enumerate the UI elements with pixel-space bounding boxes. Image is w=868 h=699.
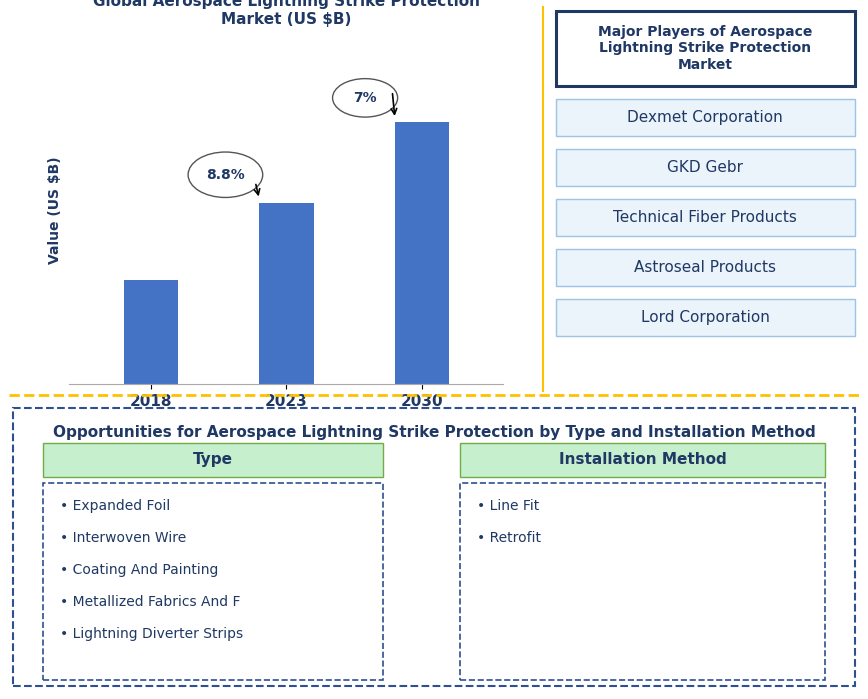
Text: 7%: 7% (353, 91, 377, 105)
FancyBboxPatch shape (459, 483, 825, 680)
FancyBboxPatch shape (556, 10, 855, 86)
FancyBboxPatch shape (43, 483, 383, 680)
Text: Source: Lucintel: Source: Lucintel (370, 440, 496, 454)
Text: • Interwoven Wire: • Interwoven Wire (60, 531, 186, 545)
FancyBboxPatch shape (556, 299, 855, 336)
FancyBboxPatch shape (556, 249, 855, 286)
Text: • Coating And Painting: • Coating And Painting (60, 563, 218, 577)
FancyBboxPatch shape (13, 408, 855, 686)
Text: GKD Gebr: GKD Gebr (667, 160, 743, 175)
Bar (123, 280, 178, 384)
Text: Type: Type (193, 452, 233, 468)
Text: Technical Fiber Products: Technical Fiber Products (614, 210, 797, 225)
FancyBboxPatch shape (556, 199, 855, 236)
Y-axis label: Value (US $B): Value (US $B) (49, 156, 62, 264)
Text: Installation Method: Installation Method (558, 452, 727, 468)
Text: Lord Corporation: Lord Corporation (641, 310, 770, 325)
Text: 8.8%: 8.8% (206, 168, 245, 182)
Text: Astroseal Products: Astroseal Products (635, 260, 776, 275)
Bar (260, 203, 313, 384)
Text: • Retrofit: • Retrofit (477, 531, 541, 545)
Text: Dexmet Corporation: Dexmet Corporation (628, 110, 783, 125)
Text: Opportunities for Aerospace Lightning Strike Protection by Type and Installation: Opportunities for Aerospace Lightning St… (53, 425, 815, 440)
Text: Major Players of Aerospace
Lightning Strike Protection
Market: Major Players of Aerospace Lightning Str… (598, 25, 812, 71)
FancyBboxPatch shape (556, 99, 855, 136)
FancyBboxPatch shape (43, 442, 383, 477)
Title: Global Aerospace Lightning Strike Protection
Market (US $B): Global Aerospace Lightning Strike Protec… (93, 0, 480, 27)
FancyBboxPatch shape (556, 150, 855, 186)
Text: • Line Fit: • Line Fit (477, 499, 539, 513)
Text: • Expanded Foil: • Expanded Foil (60, 499, 170, 513)
FancyBboxPatch shape (459, 442, 825, 477)
Bar (395, 122, 450, 384)
Text: • Metallized Fabrics And F: • Metallized Fabrics And F (60, 595, 240, 609)
Text: • Lightning Diverter Strips: • Lightning Diverter Strips (60, 627, 243, 641)
